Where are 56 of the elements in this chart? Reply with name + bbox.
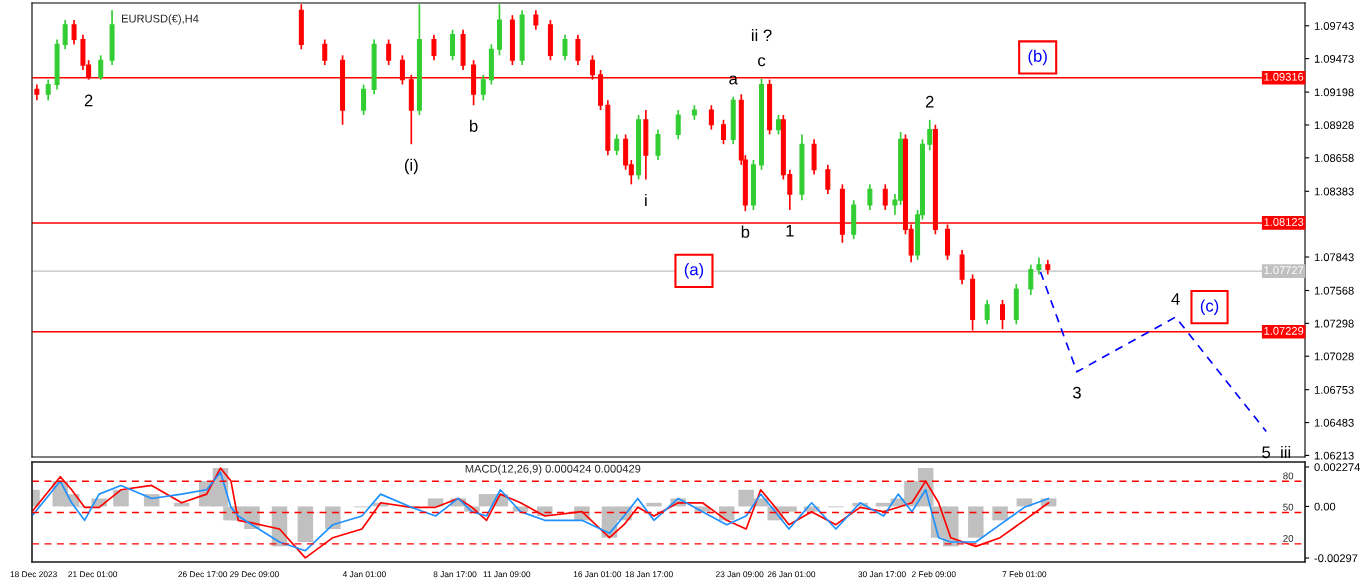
y2-tick-label: 50 (1283, 503, 1294, 511)
y-tick-label: 1.07298 (1314, 319, 1354, 328)
x-tick-label: 18 Jan 17:00 (625, 571, 673, 578)
y-tick-label: 1.08928 (1314, 121, 1354, 130)
x-tick-label: 30 Jan 17:00 (858, 571, 906, 578)
x-tick-label: 7 Feb 01:00 (1002, 571, 1047, 578)
y-tick-label: 1.06483 (1314, 418, 1354, 427)
y-tick-label: 0.002274 (1314, 463, 1361, 472)
annotation: c (758, 57, 766, 67)
annotation: 4 (1171, 293, 1180, 305)
ref-line-label: 1.07229 (1264, 326, 1304, 335)
x-tick-label: 11 Jan 09:00 (483, 571, 531, 578)
annotation: (c) (1200, 299, 1219, 315)
y2-tick-label: 80 (1283, 472, 1294, 480)
x-tick-label: 8 Jan 17:00 (433, 571, 477, 578)
x-tick-label: 26 Jan 01:00 (767, 571, 816, 578)
y-tick-label: -0.00297 (1314, 554, 1358, 563)
annotation: ii ? (751, 29, 772, 42)
x-tick-label: 2 Feb 09:00 (911, 571, 956, 578)
text: EURUSD(€),H4 (122, 14, 199, 25)
y-tick-label: 1.06213 (1314, 451, 1354, 460)
annotation: 2 (84, 94, 93, 107)
y-tick-label: 1.07568 (1314, 286, 1354, 295)
x-tick-label: 26 Dec 17:00 (178, 571, 228, 578)
y-tick-label: 1.09198 (1314, 88, 1354, 97)
y-tick-label: 0.00 (1314, 502, 1336, 511)
annotation: 1 (786, 224, 794, 237)
annotation: i (645, 193, 647, 207)
ref-line-label: 1.07727 (1264, 266, 1304, 275)
annotation: 5 (1262, 446, 1271, 459)
y-tick-label: 1.07028 (1314, 352, 1354, 361)
x-tick-label: 16 Jan 01:00 (573, 571, 622, 578)
x-tick-label: 23 Jan 09:00 (716, 571, 764, 578)
annotation: a (729, 75, 738, 85)
y-tick-label: 1.09473 (1314, 54, 1354, 63)
annotation: (i) (404, 158, 418, 175)
chart-title: MACD(12,26,9) 0.000424 0.000429 (465, 464, 641, 475)
x-tick-label: 18 Dec 2023 (10, 571, 57, 578)
annotation: 3 (1072, 386, 1081, 399)
annotation: (a) (684, 263, 704, 279)
x-tick-label: 4 Jan 01:00 (342, 571, 386, 578)
ref-line-label: 1.08123 (1264, 218, 1304, 226)
x-tick-label: 29 Dec 09:00 (230, 571, 279, 578)
y2-tick-label: 20 (1283, 535, 1294, 542)
y-tick-label: 1.07843 (1314, 253, 1354, 262)
annotation: b (470, 119, 478, 132)
y-tick-label: 1.08658 (1314, 154, 1354, 162)
annotation: b (741, 225, 750, 238)
annotation: (b) (1028, 49, 1047, 66)
x-tick-label: 21 Dec 01:00 (68, 571, 118, 578)
y-tick-label: 1.08383 (1314, 187, 1354, 196)
y-tick-label: 1.06753 (1314, 385, 1354, 394)
y-tick-label: 1.09743 (1314, 22, 1354, 30)
annotation: iii (1281, 445, 1291, 458)
annotation: 2 (925, 95, 934, 108)
ref-line-label: 1.09316 (1264, 72, 1304, 81)
